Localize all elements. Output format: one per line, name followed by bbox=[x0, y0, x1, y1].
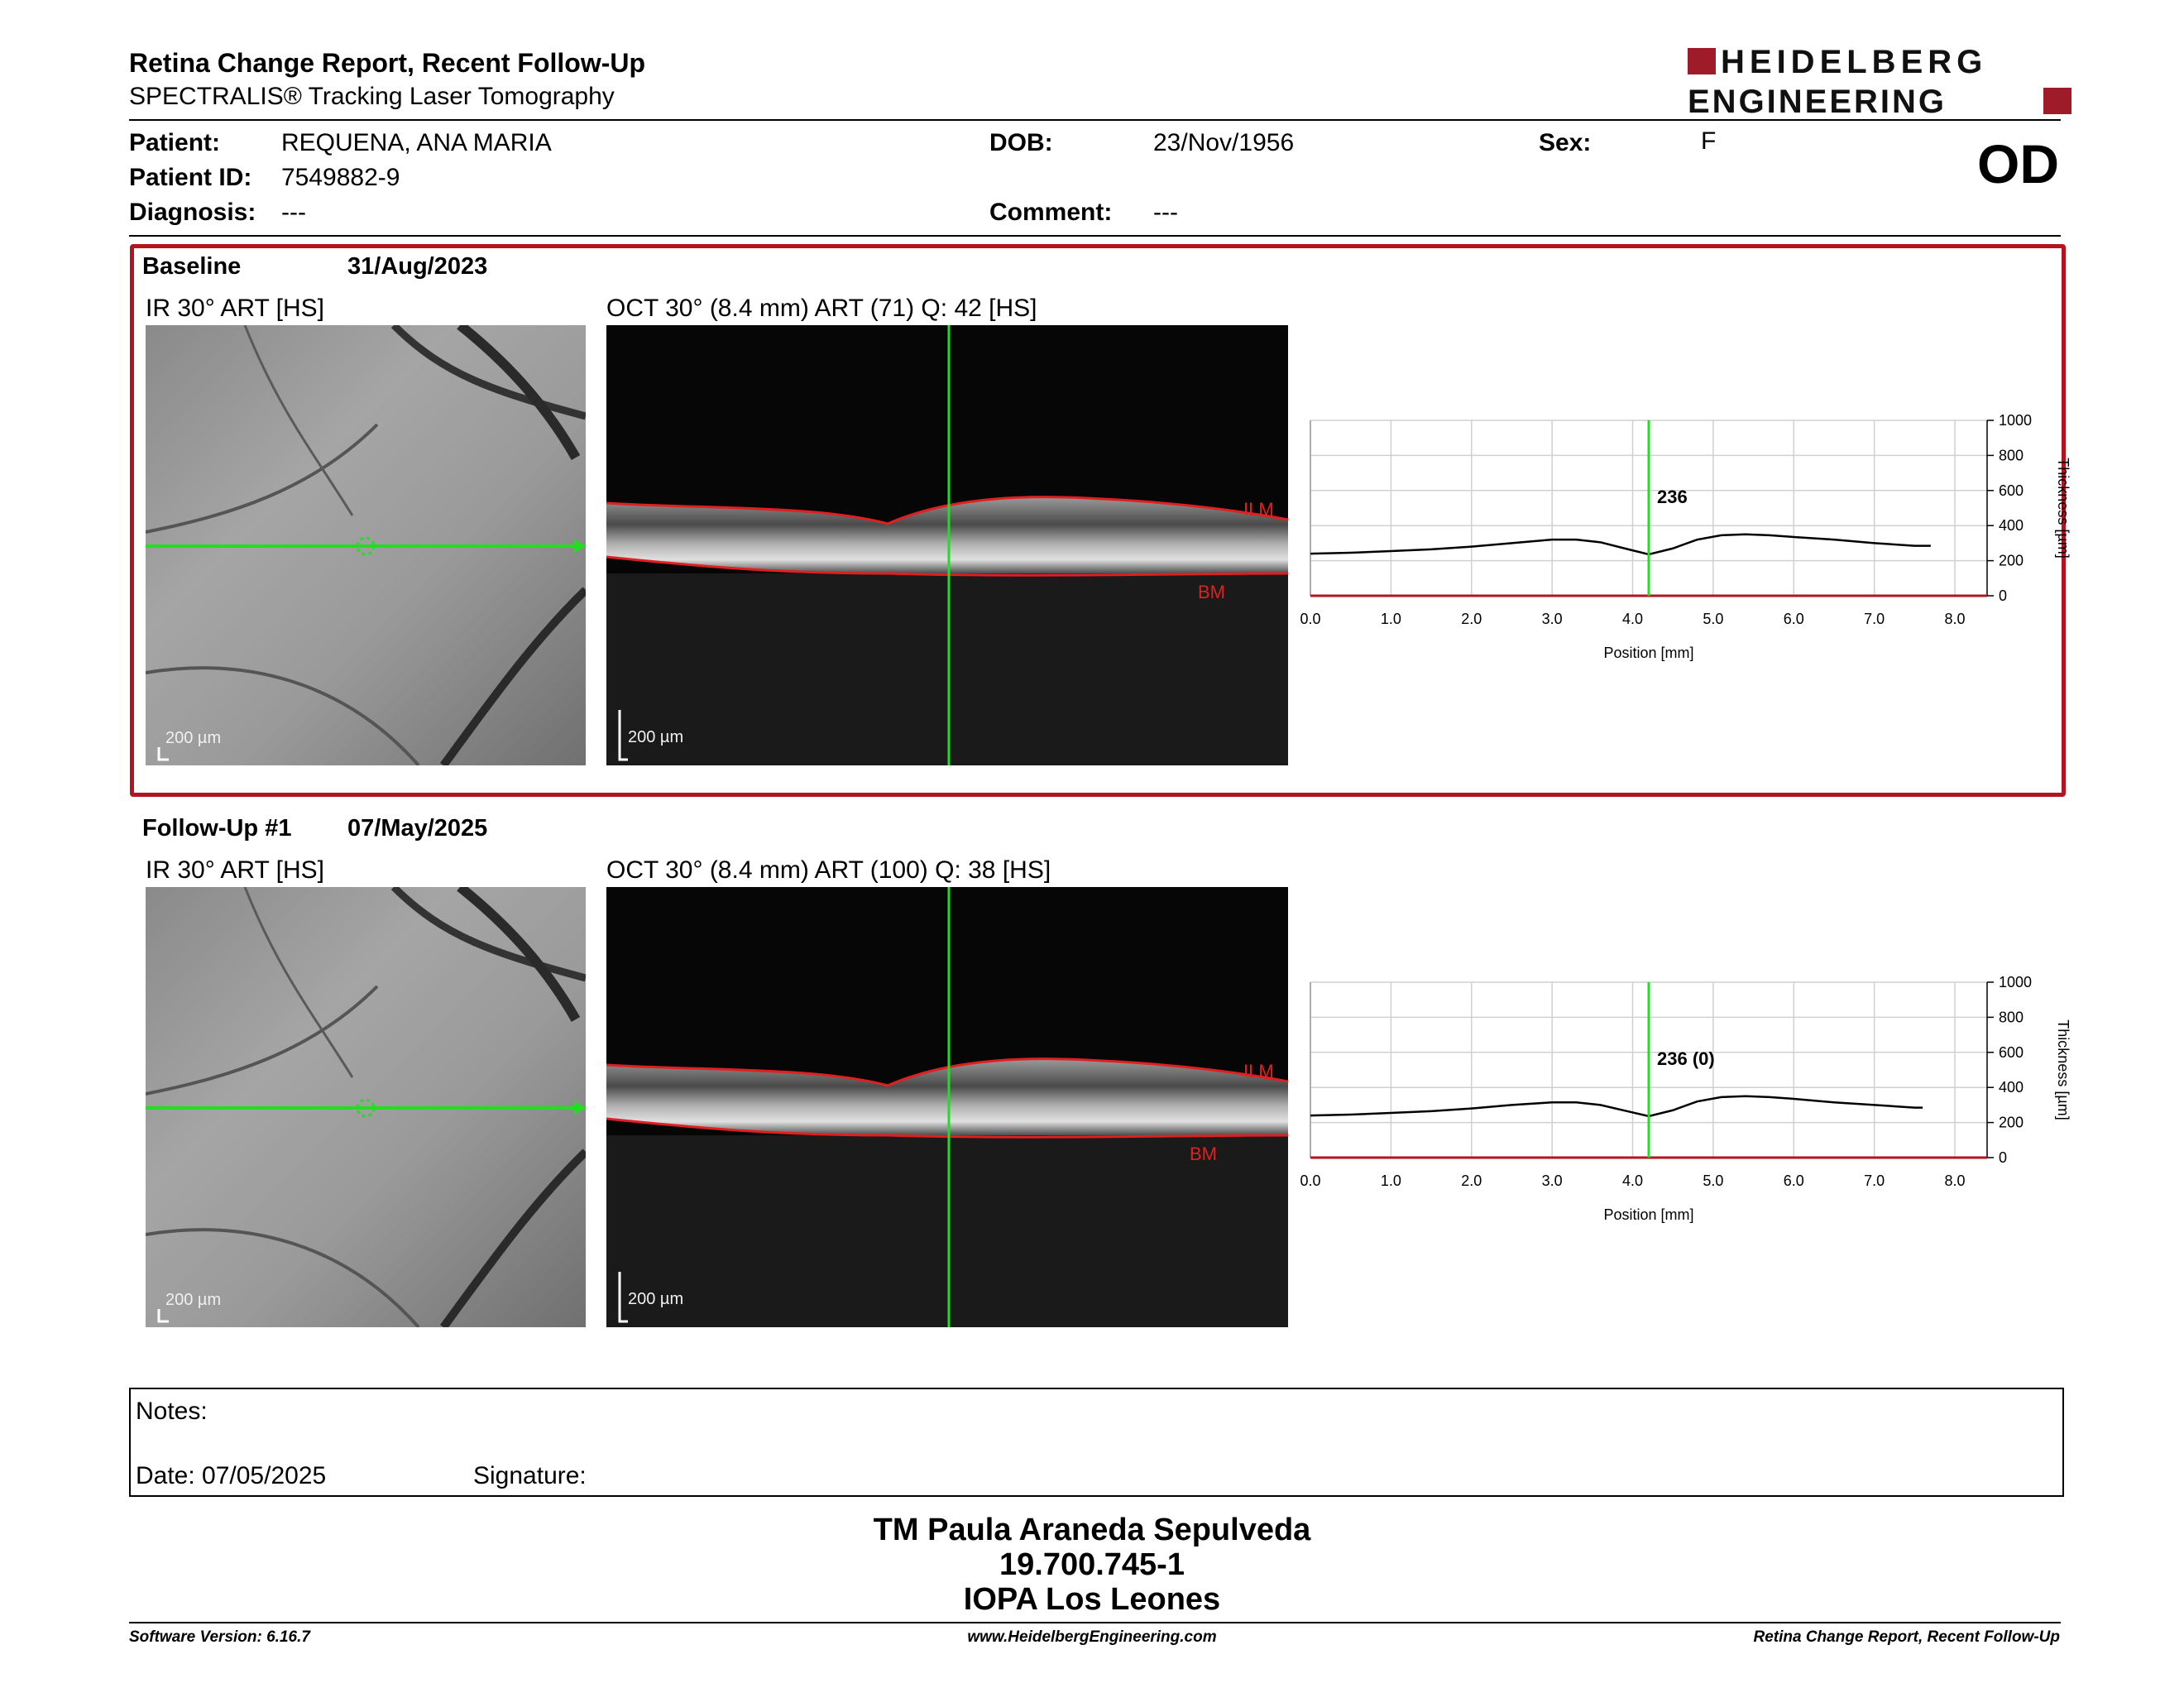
x-tick-label: 5.0 bbox=[1703, 611, 1723, 627]
y-tick-label: 1000 bbox=[1999, 974, 2032, 990]
comment-value: --- bbox=[1153, 199, 1178, 226]
followup-thickness-plot: 0.0 1.0 2.0 3.0 4.0 5.0 6.0 7.0 8.0 0 200 400 600 800… bbox=[1300, 974, 2071, 1223]
x-tick-label: 2.0 bbox=[1461, 1172, 1482, 1189]
x-tick-label: 6.0 bbox=[1784, 611, 1804, 627]
logo-line1: HEIDELBERG bbox=[1721, 45, 1987, 80]
baseline-ilm-label: ILM bbox=[1243, 499, 1274, 520]
followup-oct-scale: 200 µm bbox=[628, 1290, 684, 1308]
x-tick-label: 8.0 bbox=[1945, 1172, 1966, 1189]
footer-software-version: Software Version: 6.16.7 bbox=[129, 1628, 310, 1646]
sex-label: Sex: bbox=[1539, 129, 1592, 156]
x-tick-label: 0.0 bbox=[1300, 611, 1320, 627]
logo-line2: ENGINEERING bbox=[1688, 84, 1947, 119]
y-tick-label: 800 bbox=[1999, 447, 2024, 463]
thickness-value-label: 236 (0) bbox=[1657, 1048, 1715, 1069]
x-tick-label: 7.0 bbox=[1864, 611, 1885, 627]
patient-label: Patient: bbox=[129, 129, 221, 156]
followup-label: Follow-Up #1 bbox=[142, 815, 292, 842]
signer-institution: IOPA Los Leones bbox=[963, 1582, 1221, 1617]
baseline-bm-label: BM bbox=[1198, 582, 1225, 602]
patient-id-label: Patient ID: bbox=[129, 164, 252, 191]
x-axis-label: Position [mm] bbox=[1603, 1206, 1693, 1223]
y-tick-label: 0 bbox=[1999, 587, 2007, 604]
footer-website: www.HeidelbergEngineering.com bbox=[967, 1628, 1217, 1646]
heidelberg-logo: HEIDELBERG ENGINEERING bbox=[1688, 45, 2071, 119]
patient-name: REQUENA, ANA MARIA bbox=[281, 129, 552, 156]
thickness-curve bbox=[1310, 533, 1931, 556]
report-title: Retina Change Report, Recent Follow-Up bbox=[129, 48, 646, 78]
baseline-oct-scale: 200 µm bbox=[628, 728, 684, 746]
x-tick-label: 3.0 bbox=[1542, 611, 1563, 627]
y-axis-label: Thickness [µm] bbox=[2055, 458, 2071, 558]
y-axis-label: Thickness [µm] bbox=[2055, 1019, 2071, 1120]
y-tick-label: 600 bbox=[1999, 482, 2024, 499]
x-tick-label: 0.0 bbox=[1300, 1172, 1320, 1189]
footer-divider bbox=[129, 1622, 2061, 1623]
dob-label: DOB: bbox=[989, 129, 1053, 156]
eye-label: OD bbox=[1977, 133, 2059, 194]
patient-id: 7549882-9 bbox=[281, 164, 400, 191]
footer-report-name: Retina Change Report, Recent Follow-Up bbox=[1753, 1628, 2060, 1646]
x-tick-label: 4.0 bbox=[1622, 1172, 1643, 1189]
y-tick-label: 800 bbox=[1999, 1009, 2024, 1025]
followup-date: 07/May/2025 bbox=[347, 815, 488, 842]
x-tick-label: 1.0 bbox=[1381, 611, 1401, 627]
baseline-ir-caption: IR 30° ART [HS] bbox=[146, 295, 324, 322]
baseline-date: 31/Aug/2023 bbox=[347, 253, 488, 280]
thickness-curve bbox=[1310, 1095, 1923, 1118]
followup-bm-label: BM bbox=[1190, 1144, 1217, 1164]
notes-date: Date: 07/05/2025 bbox=[136, 1462, 327, 1489]
y-tick-label: 400 bbox=[1999, 517, 2024, 534]
followup-oct-caption: OCT 30° (8.4 mm) ART (100) Q: 38 [HS] bbox=[606, 856, 1051, 884]
thickness-value-label: 236 bbox=[1657, 487, 1688, 507]
x-tick-label: 3.0 bbox=[1542, 1172, 1563, 1189]
report-subtitle: SPECTRALIS® Tracking Laser Tomography bbox=[129, 83, 615, 110]
signer-id: 19.700.745-1 bbox=[999, 1547, 1185, 1582]
x-tick-label: 7.0 bbox=[1864, 1172, 1885, 1189]
followup-ir-caption: IR 30° ART [HS] bbox=[146, 856, 324, 884]
baseline-ir-fundus-image[interactable]: 200 µm bbox=[146, 325, 586, 765]
header-divider bbox=[129, 119, 2061, 121]
followup-ir-scale: 200 µm bbox=[165, 1291, 222, 1309]
baseline-highlight-box bbox=[130, 244, 2066, 797]
y-tick-label: 600 bbox=[1999, 1044, 2024, 1061]
y-tick-label: 200 bbox=[1999, 553, 2024, 569]
x-tick-label: 5.0 bbox=[1703, 1172, 1723, 1189]
diagnosis-value: --- bbox=[281, 199, 306, 226]
baseline-label: Baseline bbox=[142, 253, 242, 280]
x-tick-label: 2.0 bbox=[1461, 611, 1482, 627]
baseline-oct-caption: OCT 30° (8.4 mm) ART (71) Q: 42 [HS] bbox=[606, 295, 1037, 322]
dob-value: 23/Nov/1956 bbox=[1153, 129, 1295, 156]
sex-value: F bbox=[1701, 127, 1717, 155]
patient-divider bbox=[129, 235, 2061, 237]
baseline-ir-scale: 200 µm bbox=[165, 729, 222, 747]
y-tick-label: 400 bbox=[1999, 1079, 2024, 1096]
diagnosis-label: Diagnosis: bbox=[129, 199, 256, 226]
followup-ir-fundus-image[interactable]: 200 µm bbox=[146, 887, 586, 1327]
followup-ilm-label: ILM bbox=[1243, 1061, 1274, 1081]
followup-oct-bscan-image[interactable]: ILM BM 200 µm bbox=[606, 887, 1288, 1327]
notes-label: Notes: bbox=[136, 1398, 208, 1425]
y-tick-label: 200 bbox=[1999, 1115, 2024, 1131]
baseline-thickness-plot: 0.0 1.0 2.0 3.0 4.0 5.0 6.0 7.0 8.0 0 200 400 600 800… bbox=[1300, 412, 2071, 661]
comment-label: Comment: bbox=[989, 199, 1113, 226]
x-tick-label: 6.0 bbox=[1784, 1172, 1804, 1189]
x-axis-label: Position [mm] bbox=[1603, 645, 1693, 661]
baseline-oct-bscan-image[interactable]: ILM BM 200 µm bbox=[606, 325, 1288, 765]
x-tick-label: 1.0 bbox=[1381, 1172, 1401, 1189]
x-tick-label: 8.0 bbox=[1945, 611, 1966, 627]
y-tick-label: 1000 bbox=[1999, 412, 2032, 429]
notes-box[interactable]: Notes: Date: 07/05/2025 Signature: bbox=[129, 1388, 2064, 1497]
y-tick-label: 0 bbox=[1999, 1149, 2007, 1166]
x-tick-label: 4.0 bbox=[1622, 611, 1643, 627]
signer-name: TM Paula Araneda Sepulveda bbox=[873, 1513, 1311, 1547]
signature-label: Signature: bbox=[473, 1462, 587, 1489]
